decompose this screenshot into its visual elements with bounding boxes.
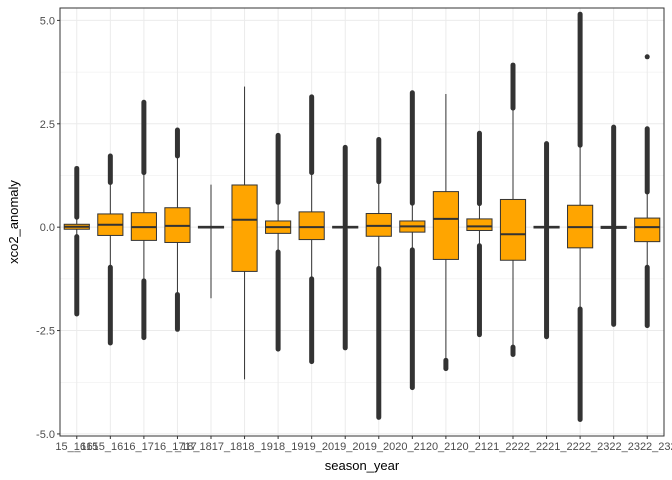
box-20_2120 (399, 90, 426, 391)
x-tick-label: _18_1817_1818_1918_1919_2019_2019_2020_2… (174, 441, 672, 453)
box-21_2221 (466, 130, 493, 338)
y-tick-label: 5.0 (40, 15, 55, 27)
box-body (634, 217, 661, 243)
x-axis-title: season_year (325, 458, 400, 473)
y-tick-label: -5.0 (36, 429, 55, 441)
box-body (432, 191, 459, 260)
box-20_2121 (432, 94, 459, 372)
box-body (231, 184, 258, 272)
box-15_1616 (97, 153, 124, 346)
box-18_1919 (298, 94, 325, 365)
box-19_2019 (332, 144, 359, 351)
box-17_1817 (197, 184, 225, 299)
box-body (499, 198, 527, 261)
boxes (63, 11, 661, 422)
box-body (365, 213, 392, 237)
box-23_2423 (600, 124, 627, 327)
x-axis: 15_1615_1615_1616_1716_1717_18_1817_1818… (55, 436, 672, 453)
panel-border (59, 7, 665, 437)
box-21_2222 (499, 62, 527, 358)
panel-background (60, 8, 664, 436)
box-body (466, 218, 493, 231)
y-axis: -5.0 -2.5 0.0 2.5 5.0 (36, 15, 60, 441)
y-tick-label: 2.5 (40, 119, 55, 131)
box-body (298, 211, 325, 241)
box-16_1716 (130, 99, 157, 341)
y-axis-title: xco2_anomaly (6, 180, 21, 264)
box-23_24_2 (634, 54, 661, 329)
box-22_2323 (567, 11, 594, 422)
y-tick-label: -2.5 (36, 326, 55, 338)
box-16_1717 (164, 127, 191, 332)
outlier-point (644, 54, 650, 60)
x-tick-label: _1615_1616_1716_1717 (73, 441, 196, 453)
box-17_1818 (231, 86, 258, 380)
box-22_2322 (533, 141, 560, 340)
y-tick-label: 0.0 (40, 222, 55, 234)
box-18_1918 (265, 132, 292, 352)
x-tick-label: 15_1615 (55, 441, 98, 453)
box-19_2020 (365, 137, 392, 420)
box-15_1615 (63, 165, 90, 317)
